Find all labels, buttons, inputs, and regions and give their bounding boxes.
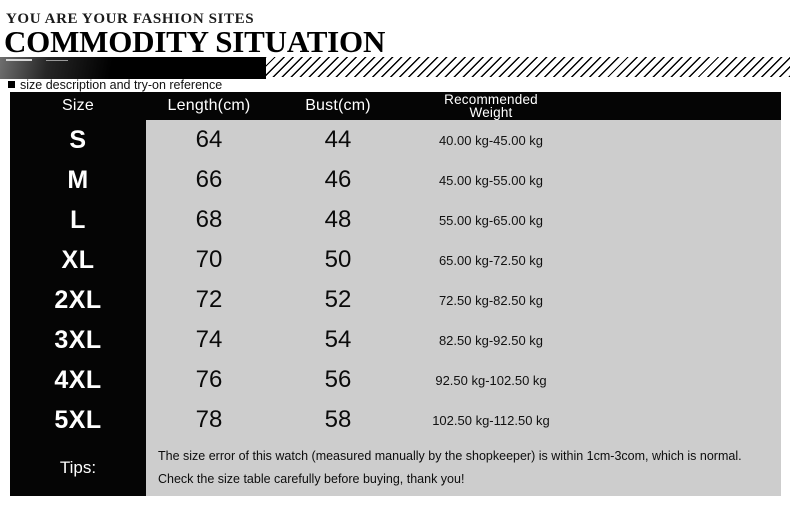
black-rule-bar (0, 57, 266, 79)
cell-weight: 102.50 kg-112.50 kg (404, 400, 578, 440)
table-row: L 68 48 55.00 kg-65.00 kg (10, 200, 781, 240)
column-header-weight-line1: Recommended (444, 92, 538, 107)
masthead-kicker: YOU ARE YOUR FASHION SITES (6, 11, 255, 27)
table-header: Size Length(cm) Bust(cm) Recommended Wei… (10, 92, 781, 120)
cell-weight: 45.00 kg-55.00 kg (404, 160, 578, 200)
cell-length: 64 (146, 120, 272, 160)
table-body: S 64 44 40.00 kg-45.00 kg M 66 46 45.00 … (10, 120, 781, 496)
table-row: 4XL 76 56 92.50 kg-102.50 kg (10, 360, 781, 400)
table-row: S 64 44 40.00 kg-45.00 kg (10, 120, 781, 160)
cell-blank (578, 320, 781, 360)
cell-weight: 92.50 kg-102.50 kg (404, 360, 578, 400)
table-row: 5XL 78 58 102.50 kg-112.50 kg (10, 400, 781, 440)
column-header-weight-line2: Weight (469, 105, 513, 120)
cell-bust: 56 (272, 360, 404, 400)
table-row: 2XL 72 52 72.50 kg-82.50 kg (10, 280, 781, 320)
cell-weight: 82.50 kg-92.50 kg (404, 320, 578, 360)
cell-weight: 65.00 kg-72.50 kg (404, 240, 578, 280)
cell-bust: 44 (272, 120, 404, 160)
cell-size: 5XL (10, 400, 146, 440)
page-title: COMMODITY SITUATION (4, 24, 386, 59)
cell-size: 2XL (10, 280, 146, 320)
column-header-size: Size (10, 92, 146, 120)
cell-blank (578, 280, 781, 320)
cell-bust: 46 (272, 160, 404, 200)
cell-size: 3XL (10, 320, 146, 360)
table-row: XL 70 50 65.00 kg-72.50 kg (10, 240, 781, 280)
cell-bust: 50 (272, 240, 404, 280)
table-row: 3XL 74 54 82.50 kg-92.50 kg (10, 320, 781, 360)
section-subheading-label: size description and try-on reference (20, 78, 223, 92)
column-header-recommended-weight: Recommended Weight (404, 92, 578, 120)
section-subheading: size description and try-on reference (8, 78, 222, 92)
cell-length: 76 (146, 360, 272, 400)
cell-bust: 58 (272, 400, 404, 440)
cell-length: 66 (146, 160, 272, 200)
masthead-banner: YOU ARE YOUR FASHION SITES COMMODITY SIT… (0, 0, 790, 92)
cell-length: 68 (146, 200, 272, 240)
tips-text: The size error of this watch (measured m… (146, 440, 781, 496)
tips-row: Tips: The size error of this watch (meas… (10, 440, 781, 496)
cell-bust: 52 (272, 280, 404, 320)
tips-line-2: Check the size table carefully before bu… (158, 472, 465, 486)
cell-bust: 54 (272, 320, 404, 360)
cell-size: S (10, 120, 146, 160)
diagonal-hatch-pattern (266, 57, 790, 77)
cell-length: 78 (146, 400, 272, 440)
cell-size: XL (10, 240, 146, 280)
cell-size: 4XL (10, 360, 146, 400)
square-bullet-icon (8, 81, 15, 88)
cell-bust: 48 (272, 200, 404, 240)
table-row: M 66 46 45.00 kg-55.00 kg (10, 160, 781, 200)
tips-label: Tips: (10, 440, 146, 496)
cell-size: L (10, 200, 146, 240)
decorative-rule-band (0, 57, 790, 79)
table-header-row: Size Length(cm) Bust(cm) Recommended Wei… (10, 92, 781, 120)
cell-weight: 55.00 kg-65.00 kg (404, 200, 578, 240)
tips-line-1: The size error of this watch (measured m… (158, 449, 742, 463)
cell-size: M (10, 160, 146, 200)
cell-blank (578, 160, 781, 200)
column-header-length: Length(cm) (146, 92, 272, 120)
cell-blank (578, 400, 781, 440)
cell-weight: 40.00 kg-45.00 kg (404, 120, 578, 160)
cell-blank (578, 200, 781, 240)
cell-length: 70 (146, 240, 272, 280)
cell-blank (578, 120, 781, 160)
cell-length: 74 (146, 320, 272, 360)
column-header-bust: Bust(cm) (272, 92, 404, 120)
cell-blank (578, 360, 781, 400)
size-chart-table: Size Length(cm) Bust(cm) Recommended Wei… (10, 92, 781, 496)
column-header-blank (578, 92, 781, 120)
cell-length: 72 (146, 280, 272, 320)
cell-blank (578, 240, 781, 280)
cell-weight: 72.50 kg-82.50 kg (404, 280, 578, 320)
